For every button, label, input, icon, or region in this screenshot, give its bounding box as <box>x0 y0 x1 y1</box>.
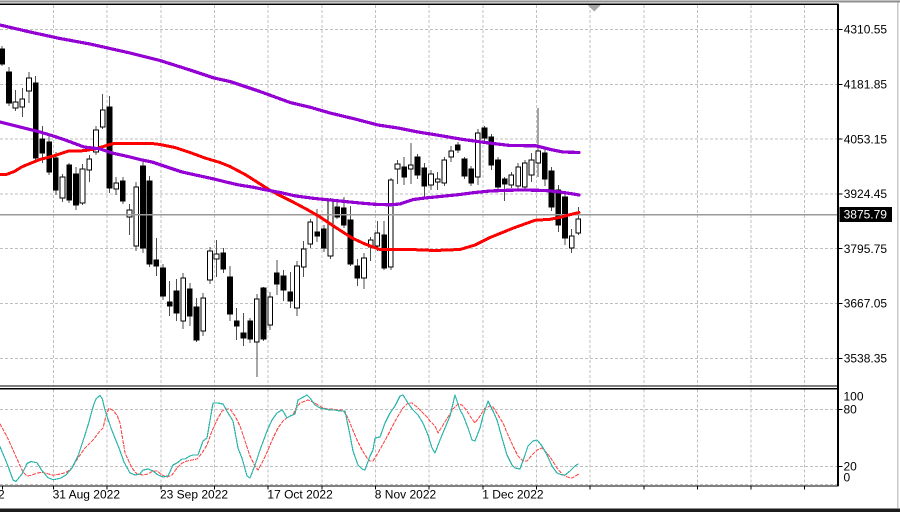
svg-text:4053.15: 4053.15 <box>844 132 888 146</box>
svg-text:31 Aug 2022: 31 Aug 2022 <box>53 487 121 501</box>
svg-text:2: 2 <box>0 487 5 501</box>
svg-text:3538.35: 3538.35 <box>844 352 888 366</box>
svg-text:17 Oct 2022: 17 Oct 2022 <box>267 487 333 501</box>
svg-text:3924.45: 3924.45 <box>844 187 888 201</box>
svg-text:3875.79: 3875.79 <box>844 208 888 222</box>
svg-text:20: 20 <box>844 459 858 473</box>
svg-text:100: 100 <box>844 390 864 404</box>
svg-text:4310.55: 4310.55 <box>844 23 888 37</box>
svg-text:8 Nov 2022: 8 Nov 2022 <box>375 487 437 501</box>
svg-text:23 Sep 2022: 23 Sep 2022 <box>160 487 228 501</box>
svg-text:1 Dec 2022: 1 Dec 2022 <box>482 487 544 501</box>
svg-text:4181.85: 4181.85 <box>844 78 888 92</box>
svg-text:0: 0 <box>844 471 851 485</box>
svg-text:80: 80 <box>844 403 858 417</box>
svg-text:3795.75: 3795.75 <box>844 242 888 256</box>
svg-text:3667.05: 3667.05 <box>844 297 888 311</box>
